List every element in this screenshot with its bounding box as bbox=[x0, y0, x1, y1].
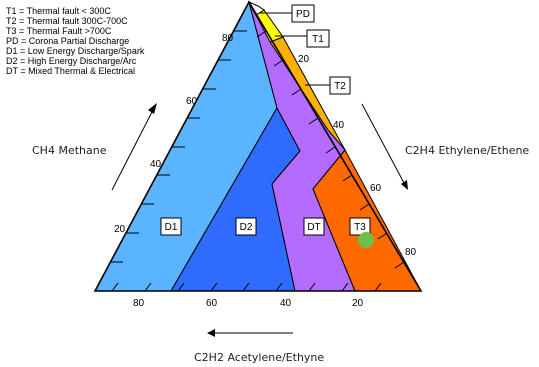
right-tick-label: 60 bbox=[370, 183, 382, 194]
dt-label-box bbox=[303, 217, 325, 236]
legend-line: DT = Mixed Thermal & Electrical bbox=[6, 66, 135, 76]
d1-label: D1 bbox=[165, 222, 178, 233]
t3-label: T3 bbox=[354, 222, 366, 233]
t2-callout-label: T2 bbox=[334, 81, 346, 92]
pd-callout-label: PD bbox=[296, 9, 310, 20]
right-direction-arrow bbox=[361, 103, 408, 190]
bottom-tick-label: 60 bbox=[206, 298, 218, 309]
dt-label: DT bbox=[307, 222, 320, 233]
legend-line: D1 = Low Energy Discharge/Spark bbox=[6, 46, 145, 56]
legend-line: PD = Corona Partial Discharge bbox=[6, 36, 129, 46]
legend-line: T1 = Thermal fault < 300C bbox=[6, 6, 111, 16]
bottom-edge-ticks bbox=[111, 282, 382, 292]
legend-line: D2 = High Energy Discharge/Arc bbox=[6, 56, 137, 66]
left-tick-label: 40 bbox=[150, 159, 162, 170]
d2-label-box bbox=[235, 217, 257, 236]
bottom-tick-label: 80 bbox=[133, 298, 145, 309]
legend: T1 = Thermal fault < 300C T2 = Thermal f… bbox=[6, 6, 145, 76]
legend-line: T2 = Thermal fault 300C-700C bbox=[6, 16, 128, 26]
right-axis-title: C2H4 Ethylene/Ethene bbox=[405, 144, 529, 157]
right-tick-label: 80 bbox=[405, 247, 417, 258]
bottom-direction-arrow bbox=[207, 329, 293, 337]
left-tick-label: 60 bbox=[186, 96, 198, 107]
t1-callout-box bbox=[306, 29, 330, 48]
bottom-tick-label: 20 bbox=[352, 298, 364, 309]
bottom-axis-title: C2H2 Acetylene/Ethyne bbox=[194, 351, 324, 364]
right-tick-label: 20 bbox=[298, 54, 310, 65]
right-tick-label: 40 bbox=[333, 120, 345, 131]
left-edge-ticks bbox=[110, 30, 247, 263]
t1-callout-label: T1 bbox=[312, 34, 324, 45]
left-tick-label: 20 bbox=[114, 224, 126, 235]
t2-callout-box bbox=[329, 76, 351, 95]
sample-point-marker bbox=[358, 232, 374, 248]
pd-callout-box bbox=[291, 4, 315, 23]
left-axis-title: CH4 Methane bbox=[32, 144, 107, 157]
d2-label: D2 bbox=[240, 222, 253, 233]
left-direction-arrow bbox=[111, 103, 157, 191]
d1-label-box bbox=[160, 217, 182, 236]
right-edge-ticks bbox=[256, 30, 405, 269]
bottom-tick-label: 40 bbox=[280, 298, 292, 309]
left-tick-label: 80 bbox=[222, 33, 234, 44]
legend-line: T3 = Thermal Fault >700C bbox=[6, 26, 112, 36]
